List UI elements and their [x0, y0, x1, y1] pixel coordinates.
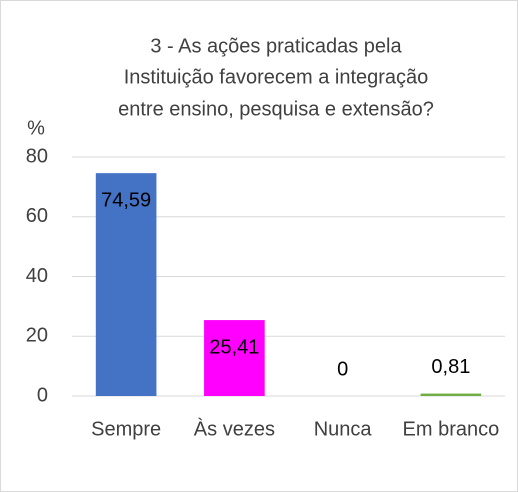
y-tick-label: 60	[26, 205, 48, 227]
value-label: 0,81	[431, 356, 470, 378]
y-tick-label: 40	[26, 265, 48, 287]
bar	[420, 393, 482, 396]
value-label: 25,41	[209, 336, 259, 358]
bar	[95, 173, 157, 396]
x-tick-label: Nunca	[314, 418, 373, 440]
value-label: 74,59	[101, 189, 151, 211]
y-tick-label: 80	[26, 145, 48, 167]
x-tick-label: Sempre	[91, 418, 161, 440]
chart-title: Instituição favorecem a integração	[124, 66, 429, 88]
y-axis-label: %	[27, 117, 45, 139]
y-tick-label: 20	[26, 325, 48, 347]
x-tick-label: Em branco	[403, 418, 500, 440]
chart-title: entre ensino, pesquisa e extensão?	[118, 98, 434, 120]
x-tick-label: Às vezes	[194, 417, 275, 440]
value-label: 0	[337, 358, 348, 380]
y-tick-label: 0	[37, 384, 48, 406]
chart-title: 3 - As ações praticadas pela	[150, 35, 402, 57]
bar	[204, 320, 265, 396]
